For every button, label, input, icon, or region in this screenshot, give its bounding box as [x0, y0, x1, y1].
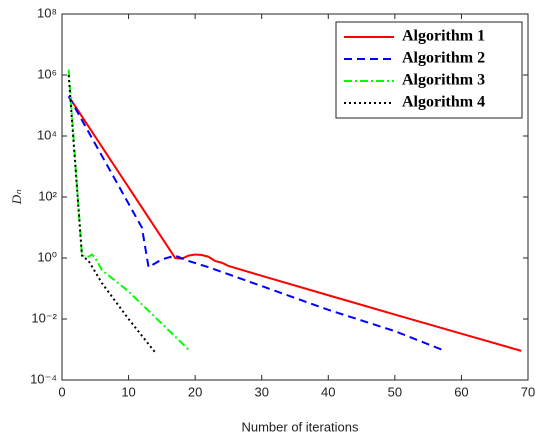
series-line: [67, 69, 190, 351]
x-tick-label: 70: [521, 384, 535, 399]
legend-label: Algorithm 4: [402, 94, 485, 111]
y-tick-label: 10⁰: [37, 249, 57, 264]
series-line: [67, 74, 156, 354]
y-tick-label: 10⁻⁴: [30, 371, 57, 386]
x-tick-label: 50: [388, 384, 402, 399]
y-tick-label: 10⁻²: [31, 310, 57, 325]
y-tick-label: 10²: [38, 188, 57, 203]
x-tick-label: 10: [121, 384, 135, 399]
y-tick-label: 10⁶: [37, 66, 57, 81]
x-axis-label: Number of iterations: [241, 419, 359, 434]
x-tick-label: 0: [58, 384, 65, 399]
y-tick-label: 10⁸: [37, 5, 57, 20]
legend-label: Algorithm 2: [402, 50, 485, 67]
series-line: [67, 95, 522, 352]
x-tick-label: 40: [321, 384, 335, 399]
series-line: [67, 95, 442, 351]
y-tick-label: 10⁴: [37, 127, 57, 142]
x-tick-label: 20: [188, 384, 202, 399]
legend-label: Algorithm 1: [402, 28, 485, 45]
x-tick-label: 30: [254, 384, 268, 399]
legend-label: Algorithm 3: [402, 72, 485, 89]
y-axis-label: Dₙ: [9, 189, 24, 205]
x-tick-label: 60: [454, 384, 468, 399]
